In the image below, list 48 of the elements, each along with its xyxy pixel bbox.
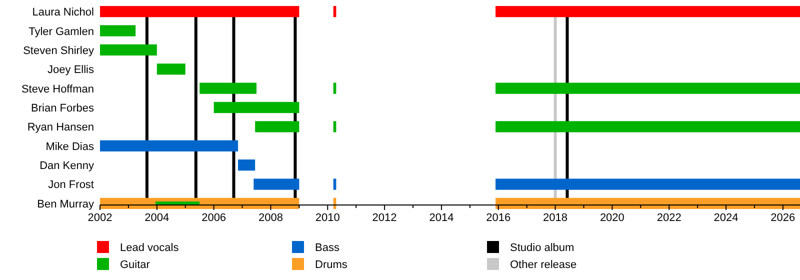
bar xyxy=(496,198,800,209)
x-tick-label: 2012 xyxy=(372,212,397,224)
bar xyxy=(100,6,300,18)
bar xyxy=(156,64,186,75)
x-tick-label: 2014 xyxy=(429,212,454,224)
bar xyxy=(254,178,300,190)
bar xyxy=(238,159,256,171)
bar xyxy=(255,121,300,132)
bar xyxy=(496,178,800,190)
y-tick-label: Ben Murray xyxy=(37,198,94,210)
x-tick-label: 2008 xyxy=(258,212,283,224)
x-tick-label: 2002 xyxy=(88,212,112,224)
bar xyxy=(100,25,136,36)
x-tick-label: 2020 xyxy=(600,212,624,224)
x-tick-label: 2024 xyxy=(714,212,738,224)
y-tick-label: Joey Ellis xyxy=(48,64,94,76)
bar xyxy=(100,140,238,152)
bar xyxy=(100,44,157,56)
legend-label: Bass xyxy=(315,242,340,254)
bar xyxy=(333,178,336,190)
y-tick-label: Steven Shirley xyxy=(23,44,94,57)
x-tick-label: 2016 xyxy=(486,212,511,224)
x-tick-label: 2022 xyxy=(656,212,682,224)
y-tick-label: Jon Frost xyxy=(48,179,94,192)
bar xyxy=(496,6,800,18)
y-tick-label: Tyler Gamlen xyxy=(28,26,94,38)
x-tick-label: 2004 xyxy=(144,212,170,224)
y-tick-label: Ryan Hansen xyxy=(27,122,94,134)
x-tick-label: 2018 xyxy=(543,212,568,224)
legend-label: Other release xyxy=(510,259,577,271)
bar xyxy=(496,82,800,94)
legend-label: Drums xyxy=(315,259,348,271)
x-tick-label: 2006 xyxy=(202,212,226,224)
y-tick-label: Mike Dias xyxy=(46,140,94,153)
legend-label: Guitar xyxy=(120,259,150,271)
bar xyxy=(200,82,257,94)
y-tick-label: Dan Kenny xyxy=(40,160,94,172)
y-tick-label: Steve Hoffman xyxy=(21,83,94,96)
y-tick-label: Laura Nichol xyxy=(32,6,94,19)
legend-label: Lead vocals xyxy=(120,242,180,254)
bar xyxy=(214,102,300,114)
bar xyxy=(333,121,336,132)
bar xyxy=(333,82,336,94)
legend-label: Studio album xyxy=(510,242,574,254)
x-tick-label: 2010 xyxy=(315,212,340,224)
y-tick-label: Brian Forbes xyxy=(31,102,94,114)
bar xyxy=(496,121,800,132)
x-tick-label: 2026 xyxy=(770,212,796,224)
